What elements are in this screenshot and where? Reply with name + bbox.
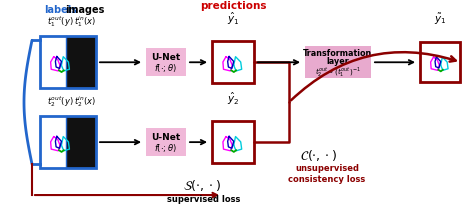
- Text: $\hat{y}_2$: $\hat{y}_2$: [227, 91, 239, 107]
- Bar: [212, 121, 254, 163]
- Text: $t_2^{out}(y)$: $t_2^{out}(y)$: [47, 94, 74, 109]
- Bar: [212, 41, 254, 83]
- Text: $t_1^{in}(x)$: $t_1^{in}(x)$: [73, 14, 96, 29]
- Text: U-Net: U-Net: [151, 133, 181, 142]
- Text: layer: layer: [327, 57, 349, 66]
- Text: $\mathcal{S}(\cdot,\cdot)$: $\mathcal{S}(\cdot,\cdot)$: [183, 177, 221, 192]
- Text: $f(\cdot;\theta)$: $f(\cdot;\theta)$: [155, 142, 177, 154]
- FancyBboxPatch shape: [305, 46, 371, 78]
- Text: predictions: predictions: [200, 1, 266, 11]
- Text: supervised loss: supervised loss: [167, 194, 241, 204]
- Bar: [40, 116, 96, 168]
- Text: labels: labels: [44, 5, 77, 15]
- FancyBboxPatch shape: [146, 128, 186, 156]
- Bar: [66, 116, 96, 168]
- Bar: [420, 42, 460, 82]
- Text: unsupervised: unsupervised: [295, 164, 359, 173]
- Text: $\tilde{y}_1$: $\tilde{y}_1$: [434, 12, 446, 27]
- Text: images: images: [65, 5, 104, 15]
- Bar: [40, 36, 66, 88]
- Text: $t_1^{out}(y)$: $t_1^{out}(y)$: [47, 14, 74, 29]
- Text: $f(\cdot;\theta)$: $f(\cdot;\theta)$: [155, 62, 177, 74]
- Text: Transformation: Transformation: [303, 49, 373, 58]
- Bar: [40, 36, 96, 88]
- Text: $\mathcal{C}(\cdot,\cdot)$: $\mathcal{C}(\cdot,\cdot)$: [301, 148, 337, 163]
- Text: $t_2^{in}(x)$: $t_2^{in}(x)$: [73, 94, 96, 109]
- Text: $\hat{y}_1$: $\hat{y}_1$: [227, 11, 239, 27]
- Bar: [40, 116, 66, 168]
- Bar: [66, 36, 96, 88]
- FancyBboxPatch shape: [146, 48, 186, 76]
- Text: U-Net: U-Net: [151, 53, 181, 62]
- Text: $t_2^{out} \circ (t_1^{out})^{-1}$: $t_2^{out} \circ (t_1^{out})^{-1}$: [315, 65, 361, 78]
- Text: consistency loss: consistency loss: [288, 175, 365, 184]
